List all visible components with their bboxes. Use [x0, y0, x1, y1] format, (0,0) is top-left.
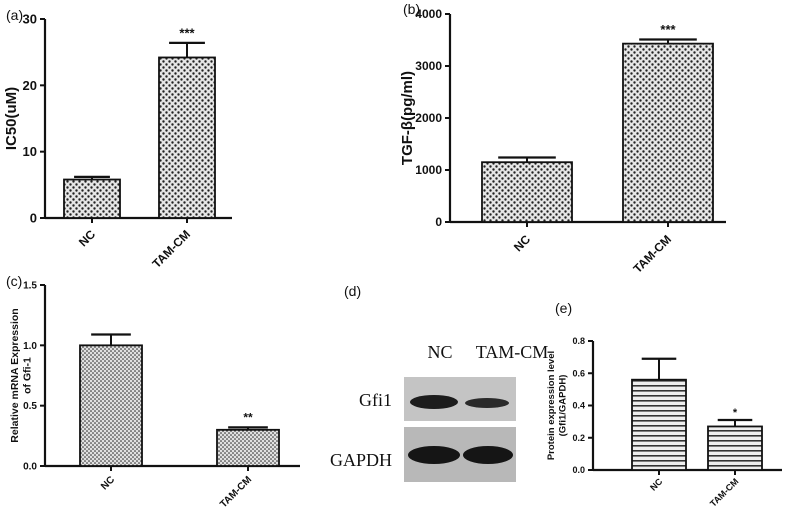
y-axis-title-c-line-0: Relative mRNA Expression — [9, 308, 21, 442]
panel-label-b: (b) — [403, 1, 420, 17]
bar-b-nc — [481, 161, 573, 223]
panel-label-a: (a) — [6, 7, 23, 23]
y-tick-label-a-3: 30 — [23, 12, 37, 27]
panel-label-c: (c) — [6, 273, 22, 289]
blot-lane-label-tam-cm: TAM-CM — [476, 342, 549, 362]
chart-e: (e) 0.0 0.2 0.4 0.6 0.8 Protein expression lev… — [546, 300, 782, 509]
blot-lane-label-nc: NC — [427, 342, 452, 362]
panel-label-e: (e) — [555, 300, 572, 316]
blot-row-label-gfi1: Gfi1 — [359, 390, 392, 410]
panel-label-d: (d) — [344, 283, 361, 299]
category-label-c-1: TAM-CM — [218, 474, 254, 510]
blot-row-label-gapdh: GAPDH — [330, 450, 392, 470]
y-tick-label-e-3: 0.6 — [572, 368, 585, 378]
bar-c-tam-cm — [216, 428, 280, 467]
category-label-a-0: NC — [76, 227, 98, 249]
y-tick-label-a-2: 20 — [23, 78, 37, 93]
blot-band-gfi1-tam-cm — [465, 398, 509, 408]
blot-band-gfi1-nc — [410, 395, 458, 409]
bar-c-nc — [79, 344, 143, 467]
y-tick-label-c-0: 0.0 — [23, 462, 37, 473]
y-tick-label-e-4: 0.8 — [572, 336, 585, 346]
category-label-e-1: TAM-CM — [708, 476, 740, 508]
category-label-a-1: TAM-CM — [149, 227, 193, 271]
y-axis-title-b: TGF-β(pg/ml) — [399, 71, 416, 165]
category-label-b-0: NC — [511, 232, 533, 254]
y-tick-label-b-1: 1000 — [415, 163, 442, 177]
blot-band-gapdh-tam-cm — [463, 446, 513, 464]
y-tick-label-e-1: 0.2 — [572, 433, 585, 443]
y-tick-label-b-3: 3000 — [415, 59, 442, 73]
western-blot-panel: (d) NC TAM-CM Gfi1 GAPDH — [330, 283, 548, 482]
chart-b: (b) 0 1000 2000 3000 4000 TGF-β(pg/ml) NC *** TAM… — [399, 1, 726, 276]
y-tick-label-c-3: 1.5 — [23, 281, 37, 292]
significance-b-1: *** — [660, 22, 676, 37]
y-axis-title-e-line-1: (Gfi1/GAPDH) — [558, 375, 569, 437]
significance-e-1: * — [733, 407, 738, 419]
significance-c-1: ** — [243, 411, 253, 425]
significance-a-1: *** — [179, 25, 195, 40]
bar-a-nc — [63, 178, 121, 219]
bar-e-tam-cm — [707, 425, 763, 471]
y-axis-title-e-line-0: Protein expression level — [546, 351, 557, 460]
y-axis-title-c-line-1: of Gfi-1 — [22, 357, 34, 394]
y-tick-label-a-0: 0 — [30, 211, 37, 226]
category-label-b-1: TAM-CM — [630, 232, 674, 276]
y-tick-label-e-0: 0.0 — [572, 465, 585, 475]
y-tick-label-c-2: 1.0 — [23, 341, 37, 352]
y-tick-label-c-1: 0.5 — [23, 401, 37, 412]
bar-e-nc — [631, 378, 687, 471]
category-label-c-0: NC — [99, 474, 117, 492]
bar-a-tam-cm — [158, 56, 216, 219]
y-tick-label-a-1: 10 — [23, 144, 37, 159]
category-label-e-0: NC — [648, 476, 665, 493]
y-tick-label-b-0: 0 — [435, 215, 442, 229]
y-axis-title-a: IC50(uM) — [3, 87, 20, 150]
y-tick-label-e-2: 0.4 — [572, 401, 585, 411]
y-tick-label-b-4: 4000 — [415, 7, 442, 21]
bar-b-tam-cm — [622, 42, 714, 223]
blot-band-gapdh-nc — [408, 446, 460, 464]
chart-a: (a) 0 10 20 30 IC50(uM) NC *** TAM-CM — [3, 7, 232, 271]
chart-c: (c) 0.0 0.5 1.0 1.5 Relative mRNA Expression o… — [6, 273, 300, 510]
y-tick-label-b-2: 2000 — [415, 111, 442, 125]
